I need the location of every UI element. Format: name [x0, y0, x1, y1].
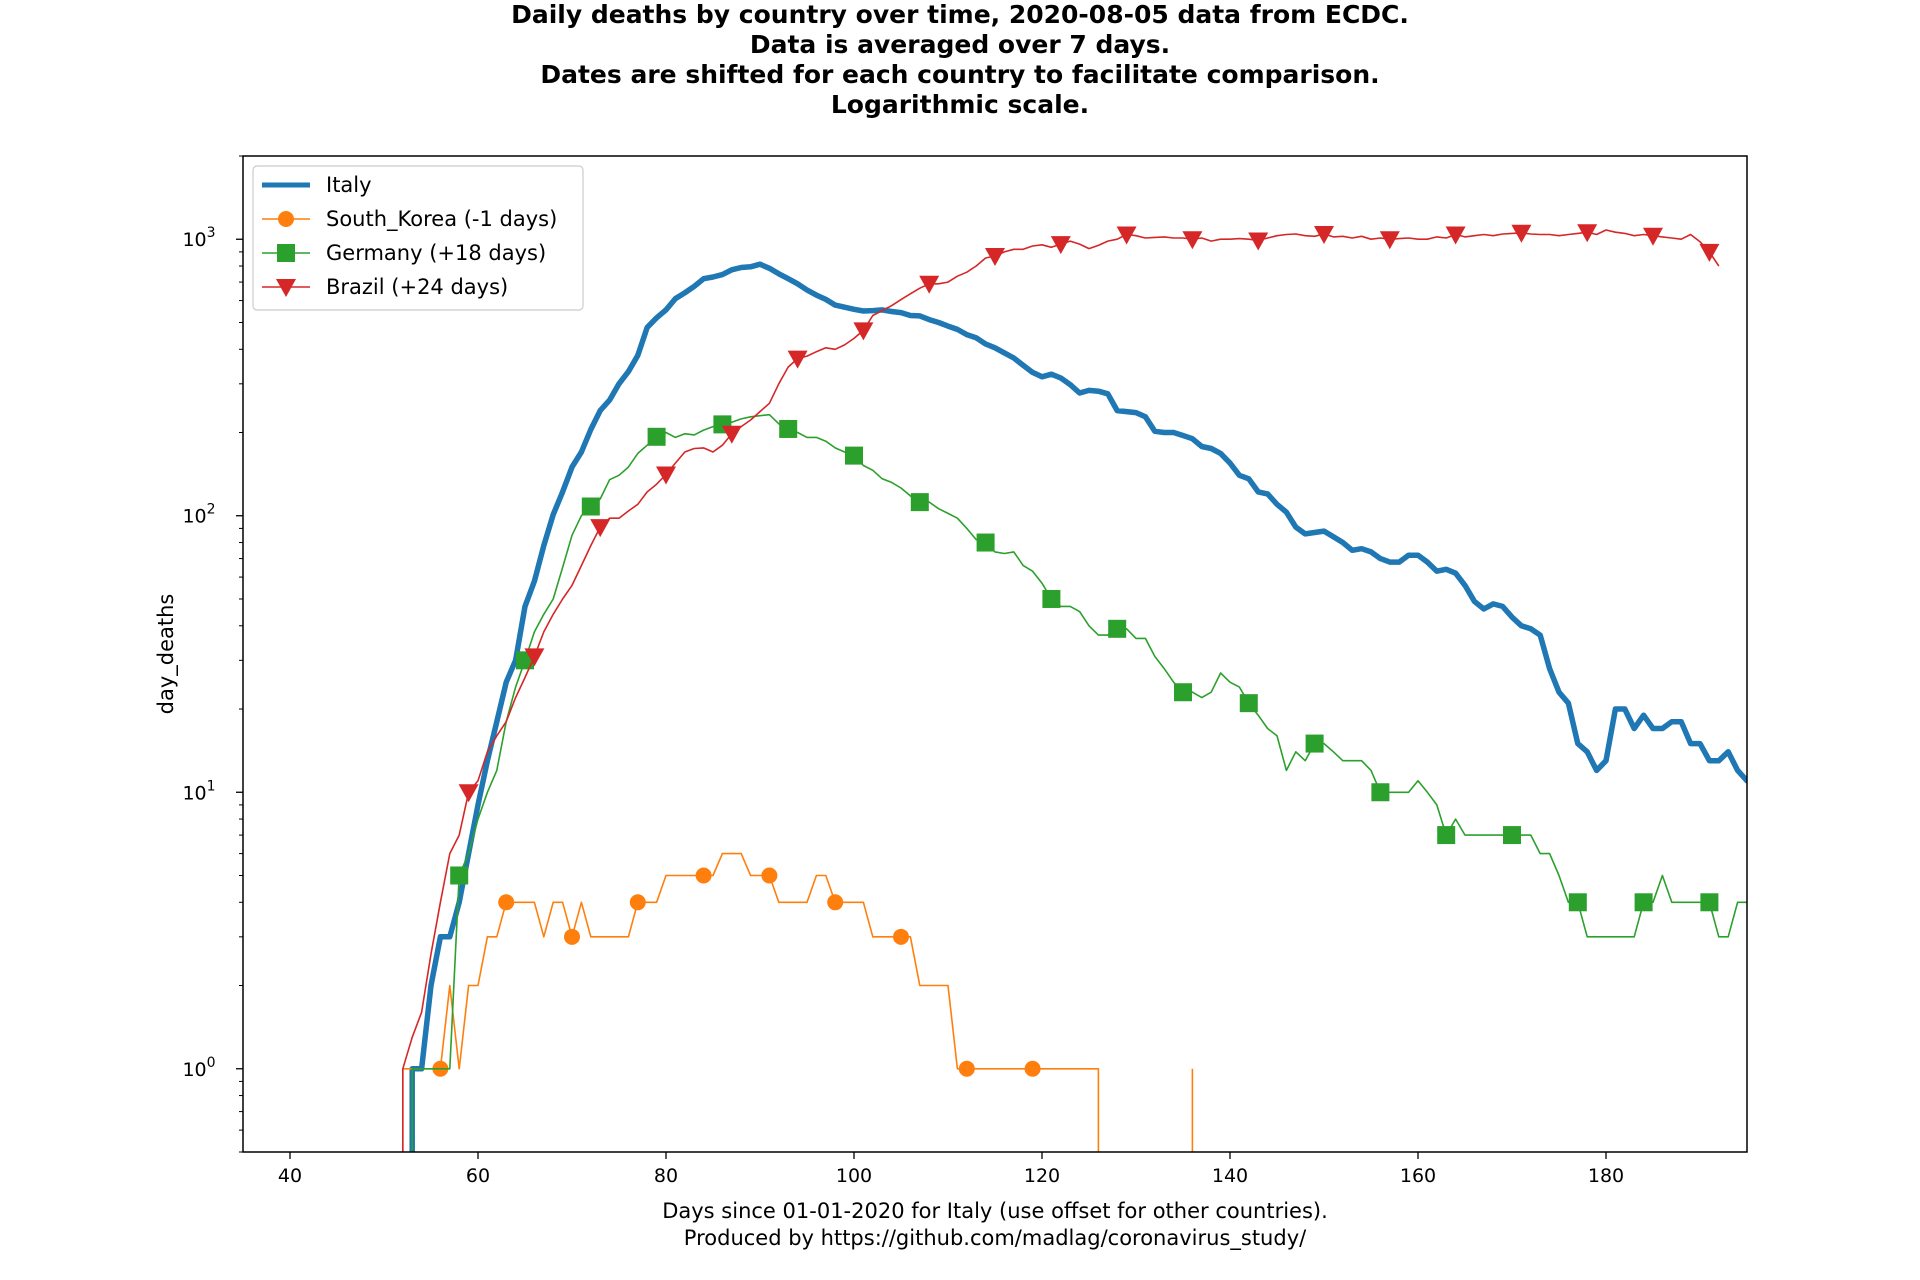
data-point: [1699, 243, 1720, 262]
legend-label: Brazil (+24 days): [326, 275, 508, 299]
data-point: [1174, 683, 1192, 702]
series-2: [411, 413, 1747, 1152]
data-point: [1511, 224, 1532, 243]
legend-marker: [278, 211, 294, 227]
legend-item: South_Korea (-1 days): [262, 207, 557, 232]
legend-item: Italy: [262, 173, 372, 197]
data-point: [1634, 893, 1653, 912]
chart-title-line-2: Data is averaged over 7 days.: [749, 30, 1171, 59]
x-tick-label: 140: [1212, 1165, 1248, 1187]
series-3: [402, 224, 1720, 1152]
y-tick-label: 102: [182, 502, 215, 528]
series-1: [402, 852, 1194, 1152]
data-point: [647, 427, 666, 446]
legend-label: South_Korea (-1 days): [326, 207, 557, 232]
data-point: [458, 784, 479, 803]
data-point: [656, 466, 676, 485]
data-point: [976, 533, 995, 552]
x-tick-label: 40: [278, 1165, 302, 1187]
data-point: [910, 493, 929, 512]
x-tick-label: 180: [1588, 1165, 1624, 1187]
data-point: [590, 519, 611, 538]
data-point: [761, 867, 778, 884]
legend: Italy South_Korea (-1 days) Germany (+18 d…: [252, 165, 584, 311]
data-point: [1248, 232, 1269, 251]
x-tick-label: 160: [1400, 1165, 1436, 1187]
data-point: [845, 446, 863, 465]
data-point: [919, 275, 940, 294]
x-tick-label: 100: [836, 1165, 872, 1187]
data-point: [1239, 694, 1258, 713]
legend-marker: [277, 244, 295, 262]
plot-frame: [242, 155, 1748, 1153]
data-point: [779, 419, 798, 438]
data-point: [1305, 734, 1324, 753]
data-point: [1577, 224, 1598, 243]
data-point: [1182, 231, 1203, 250]
x-tick-label: 120: [1024, 1165, 1060, 1187]
data-point: [1050, 236, 1071, 255]
ticks-layer: 40 60 80 100 120 140 160 180 100 101 102 103: [182, 155, 1624, 1187]
legend-item: Brazil (+24 days): [262, 275, 508, 299]
legend-label: Germany (+18 days): [326, 241, 546, 265]
data-point: [581, 497, 600, 516]
data-point: [1643, 227, 1663, 246]
chart-title-line-1: Daily deaths by country over time, 2020-…: [511, 0, 1409, 29]
data-point: [827, 894, 844, 911]
data-point: [721, 425, 742, 444]
data-point: [450, 866, 469, 885]
y-axis-label: day_deaths: [154, 594, 179, 715]
data-point: [985, 247, 1005, 266]
data-point: [893, 928, 909, 945]
data-point: [958, 1060, 975, 1077]
x-axis-label-line-1: Days since 01-01-2020 for Italy (use off…: [662, 1199, 1328, 1223]
y-tick-label: 100: [182, 1055, 215, 1081]
data-point: [1700, 893, 1719, 912]
y-tick-label: 103: [182, 225, 215, 251]
legend-label: Italy: [326, 173, 372, 197]
data-point: [629, 894, 646, 911]
data-point: [853, 322, 874, 341]
series-layer: [402, 224, 1747, 1152]
data-point: [564, 928, 580, 945]
legend-box: [252, 165, 584, 311]
x-tick-label: 80: [654, 1165, 678, 1187]
data-point: [1314, 225, 1334, 244]
chart-title: Daily deaths by country over time, 2020-…: [0, 0, 1920, 120]
chart-title-line-3: Dates are shifted for each country to fa…: [540, 60, 1380, 89]
chart-title-line-4: Logarithmic scale.: [830, 90, 1090, 119]
data-point: [1437, 826, 1456, 845]
data-point: [1116, 226, 1137, 245]
data-point: [695, 867, 712, 884]
data-point: [1042, 589, 1061, 608]
x-axis-label-line-2: Produced by https://github.com/madlag/co…: [684, 1226, 1307, 1251]
data-point: [1024, 1060, 1041, 1077]
data-point: [1371, 783, 1390, 802]
series-line-3: [402, 229, 1720, 1152]
data-point: [1568, 893, 1587, 912]
data-point: [1379, 231, 1400, 250]
data-point: [1503, 826, 1521, 845]
data-point: [524, 648, 545, 667]
series-line-0: [409, 261, 1747, 1152]
legend-marker: [276, 279, 296, 297]
series-0: [409, 261, 1747, 1152]
data-point: [787, 350, 808, 369]
series-line-2: [411, 413, 1747, 1152]
data-point: [498, 894, 515, 911]
data-point: [1108, 619, 1127, 638]
y-tick-label: 101: [182, 778, 215, 804]
data-point: [1445, 226, 1466, 245]
x-tick-label: 60: [466, 1165, 490, 1187]
legend-item: Germany (+18 days): [262, 241, 546, 265]
